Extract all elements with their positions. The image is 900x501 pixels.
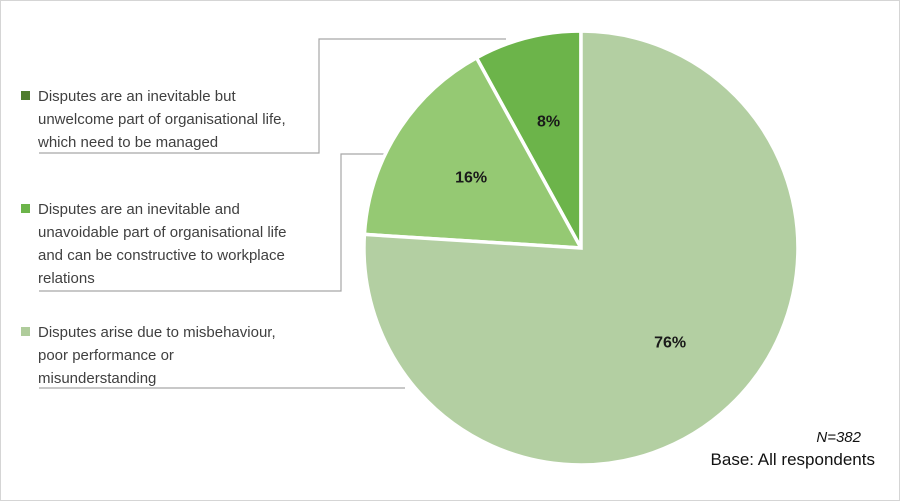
pie-slice-16pct (362, 55, 585, 250)
legend-label: Disputes arise due to misbehaviour, poor… (38, 324, 276, 387)
legend-swatch-pale-green-icon (21, 327, 30, 336)
legend-label: Disputes are an inevitable but unwelcome… (38, 88, 286, 151)
legend-swatch-dark-green-icon (21, 91, 30, 100)
legend-item-disputes-misbehaviour: Disputes arise due to misbehaviour, poor… (21, 321, 331, 390)
pie-label-16pct: 16% (455, 170, 487, 187)
pie-label-76pct: 76% (654, 334, 686, 351)
footnote: N=382 Base: All respondents (711, 427, 875, 472)
pie-slice-8pct (474, 29, 583, 249)
pie-label-8pct: 8% (537, 113, 560, 130)
legend-item-disputes-unavoidable: Disputes are an inevitable and unavoidab… (21, 198, 331, 290)
pie-slice-labels: 8% 16% 76% (455, 113, 686, 351)
legend-item-disputes-unwelcome: Disputes are an inevitable but unwelcome… (21, 85, 331, 154)
pie-slice-76pct (362, 29, 800, 467)
legend-swatch-medium-green-icon (21, 204, 30, 213)
legend-label: Disputes are an inevitable and unavoidab… (38, 201, 287, 287)
sample-size-note: N=382 (816, 429, 861, 446)
base-note: Base: All respondents (710, 450, 875, 469)
pie-slices (362, 29, 800, 467)
